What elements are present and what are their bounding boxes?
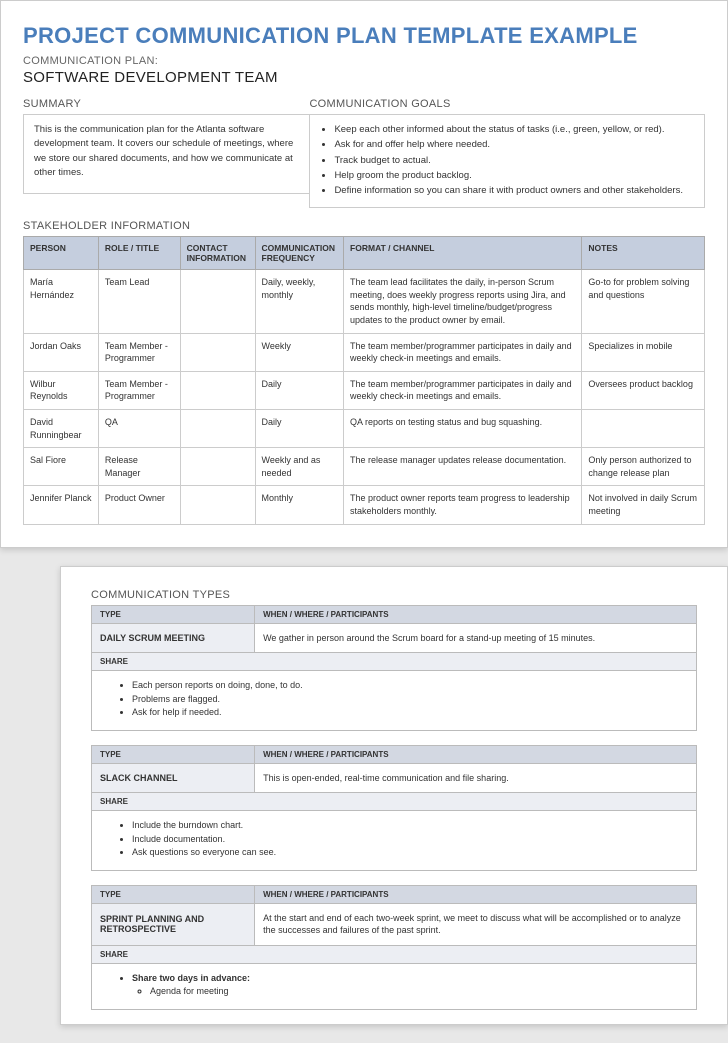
table-cell: QA reports on testing status and bug squ… bbox=[344, 410, 582, 448]
table-cell: David Runningbear bbox=[24, 410, 99, 448]
comm-type-block: TYPEWHEN / WHERE / PARTICIPANTSDAILY SCR… bbox=[91, 605, 697, 731]
ct-type-name: SPRINT PLANNING AND RETROSPECTIVE bbox=[92, 904, 255, 945]
ct-type-label: TYPE bbox=[92, 606, 255, 623]
share-item: Include the burndown chart. bbox=[132, 819, 684, 833]
table-cell: Release Manager bbox=[98, 448, 180, 486]
share-item: Each person reports on doing, done, to d… bbox=[132, 679, 684, 693]
ct-when-text: At the start and end of each two-week sp… bbox=[255, 904, 696, 945]
team-name: SOFTWARE DEVELOPMENT TEAM bbox=[23, 69, 705, 86]
ct-type-name: DAILY SCRUM MEETING bbox=[92, 624, 255, 653]
table-cell: Team Member - Programmer bbox=[98, 371, 180, 409]
ct-when-text: We gather in person around the Scrum boa… bbox=[255, 624, 696, 653]
table-cell: Jordan Oaks bbox=[24, 333, 99, 371]
goal-item: Track budget to actual. bbox=[334, 154, 694, 168]
ct-type-label: TYPE bbox=[92, 746, 255, 763]
stakeholder-heading: STAKEHOLDER INFORMATION bbox=[23, 220, 705, 232]
ct-share-body: Share two days in advance:Agenda for mee… bbox=[92, 964, 696, 1009]
stakeholder-col-header: ROLE / TITLE bbox=[98, 237, 180, 270]
table-cell: The team lead facilitates the daily, in-… bbox=[344, 270, 582, 333]
table-row: Sal FioreRelease Manager Weekly and as ne… bbox=[24, 448, 705, 486]
table-row: David RunningbearQA DailyQA reports on te… bbox=[24, 410, 705, 448]
comm-types-heading: COMMUNICATION TYPES bbox=[91, 589, 697, 601]
table-cell bbox=[180, 270, 255, 333]
table-cell: The product owner reports team progress … bbox=[344, 486, 582, 524]
ct-when-label: WHEN / WHERE / PARTICIPANTS bbox=[255, 886, 696, 903]
ct-share-label: SHARE bbox=[92, 653, 696, 671]
ct-share-body: Each person reports on doing, done, to d… bbox=[92, 671, 696, 730]
table-cell bbox=[180, 486, 255, 524]
ct-share-label: SHARE bbox=[92, 793, 696, 811]
stakeholder-col-header: FORMAT / CHANNEL bbox=[344, 237, 582, 270]
ct-share-body: Include the burndown chart.Include docum… bbox=[92, 811, 696, 870]
table-cell: Sal Fiore bbox=[24, 448, 99, 486]
summary-goals-row: SUMMARY This is the communication plan f… bbox=[23, 98, 705, 208]
table-cell: Go-to for problem solving and questions bbox=[582, 270, 705, 333]
table-cell bbox=[180, 333, 255, 371]
table-cell: Wilbur Reynolds bbox=[24, 371, 99, 409]
ct-when-label: WHEN / WHERE / PARTICIPANTS bbox=[255, 746, 696, 763]
share-item: Ask questions so everyone can see. bbox=[132, 846, 684, 860]
share-subitem: Agenda for meeting bbox=[150, 985, 684, 999]
ct-when-label: WHEN / WHERE / PARTICIPANTS bbox=[255, 606, 696, 623]
share-item: Problems are flagged. bbox=[132, 693, 684, 707]
stakeholder-col-header: COMMUNICATION FREQUENCY bbox=[255, 237, 344, 270]
goals-box: Keep each other informed about the statu… bbox=[309, 114, 705, 208]
table-cell: Daily bbox=[255, 371, 344, 409]
ct-share-label: SHARE bbox=[92, 946, 696, 964]
table-cell: Jennifer Planck bbox=[24, 486, 99, 524]
table-cell: The team member/programmer participates … bbox=[344, 333, 582, 371]
plan-label: COMMUNICATION PLAN: bbox=[23, 55, 705, 67]
goal-item: Keep each other informed about the statu… bbox=[334, 123, 694, 137]
ct-type-name: SLACK CHANNEL bbox=[92, 764, 255, 793]
table-cell bbox=[180, 371, 255, 409]
goals-heading: COMMUNICATION GOALS bbox=[309, 98, 705, 110]
page-1: PROJECT COMMUNICATION PLAN TEMPLATE EXAM… bbox=[0, 0, 728, 548]
table-cell bbox=[180, 410, 255, 448]
summary-heading: SUMMARY bbox=[23, 98, 309, 110]
main-title: PROJECT COMMUNICATION PLAN TEMPLATE EXAM… bbox=[23, 23, 705, 49]
table-cell: Team Lead bbox=[98, 270, 180, 333]
share-item: Include documentation. bbox=[132, 833, 684, 847]
table-cell bbox=[582, 410, 705, 448]
share-item: Share two days in advance:Agenda for mee… bbox=[132, 972, 684, 999]
table-cell bbox=[180, 448, 255, 486]
table-row: María HernándezTeam Lead Daily, weekly, m… bbox=[24, 270, 705, 333]
summary-box: This is the communication plan for the A… bbox=[23, 114, 309, 194]
stakeholder-col-header: NOTES bbox=[582, 237, 705, 270]
page-2: COMMUNICATION TYPES TYPEWHEN / WHERE / P… bbox=[60, 566, 728, 1025]
comm-type-block: TYPEWHEN / WHERE / PARTICIPANTSSLACK CHA… bbox=[91, 745, 697, 871]
table-cell: Only person authorized to change release… bbox=[582, 448, 705, 486]
table-cell: Oversees product backlog bbox=[582, 371, 705, 409]
table-cell: The team member/programmer participates … bbox=[344, 371, 582, 409]
comm-type-block: TYPEWHEN / WHERE / PARTICIPANTSSPRINT PL… bbox=[91, 885, 697, 1010]
table-row: Jennifer PlanckProduct Owner MonthlyThe p… bbox=[24, 486, 705, 524]
stakeholder-col-header: CONTACT INFORMATION bbox=[180, 237, 255, 270]
stakeholder-table: PERSONROLE / TITLECONTACT INFORMATIONCOM… bbox=[23, 236, 705, 524]
goal-item: Define information so you can share it w… bbox=[334, 184, 694, 198]
goal-item: Help groom the product backlog. bbox=[334, 169, 694, 183]
goal-item: Ask for and offer help where needed. bbox=[334, 138, 694, 152]
table-row: Wilbur ReynoldsTeam Member - Programmer D… bbox=[24, 371, 705, 409]
table-cell: Monthly bbox=[255, 486, 344, 524]
ct-type-label: TYPE bbox=[92, 886, 255, 903]
table-row: Jordan OaksTeam Member - Programmer Weekl… bbox=[24, 333, 705, 371]
table-cell: The release manager updates release docu… bbox=[344, 448, 582, 486]
table-cell: Specializes in mobile bbox=[582, 333, 705, 371]
table-cell: Product Owner bbox=[98, 486, 180, 524]
table-cell: Weekly and as needed bbox=[255, 448, 344, 486]
table-cell: Daily bbox=[255, 410, 344, 448]
table-cell: María Hernández bbox=[24, 270, 99, 333]
table-cell: QA bbox=[98, 410, 180, 448]
share-item: Ask for help if needed. bbox=[132, 706, 684, 720]
table-cell: Weekly bbox=[255, 333, 344, 371]
ct-when-text: This is open-ended, real-time communicat… bbox=[255, 764, 696, 793]
stakeholder-col-header: PERSON bbox=[24, 237, 99, 270]
table-cell: Team Member - Programmer bbox=[98, 333, 180, 371]
table-cell: Daily, weekly, monthly bbox=[255, 270, 344, 333]
table-cell: Not involved in daily Scrum meeting bbox=[582, 486, 705, 524]
